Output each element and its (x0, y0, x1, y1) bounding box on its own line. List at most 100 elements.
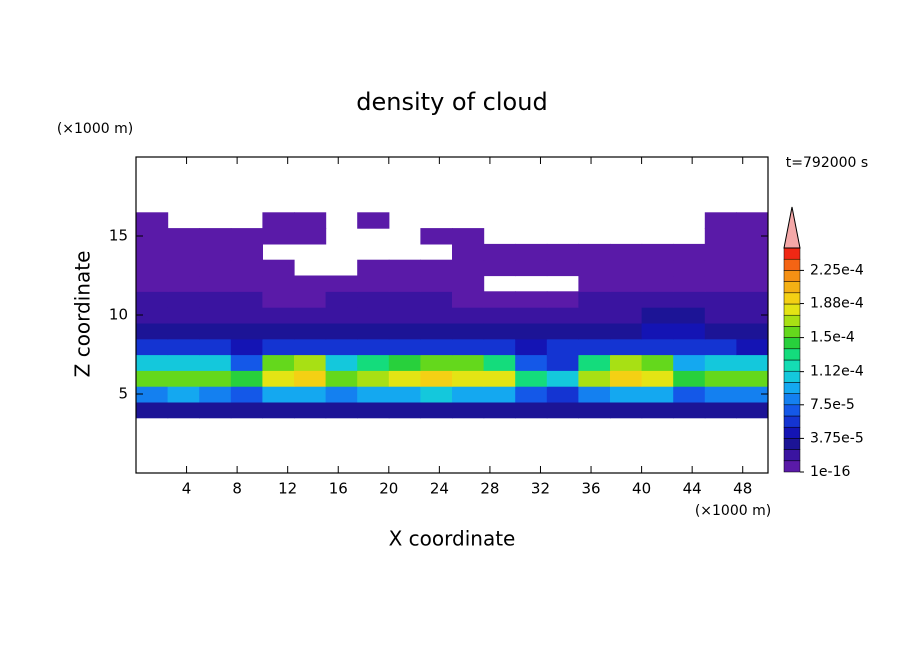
contour-cell (641, 386, 674, 403)
contour-cell (136, 275, 169, 292)
contour-cell (641, 291, 674, 308)
contour-cell (641, 259, 674, 277)
contour-cell (736, 291, 768, 308)
contour-cell (388, 370, 421, 387)
contour-cell (704, 354, 737, 371)
contour-cell (230, 259, 263, 277)
contour-cell (483, 338, 516, 356)
contour-cell (610, 386, 643, 403)
contour-cell (167, 259, 200, 277)
contour-cell (294, 275, 327, 292)
contour-cell (673, 354, 706, 371)
colorbar-tick-label: 1.88e-4 (810, 296, 864, 312)
contour-cell (388, 386, 421, 403)
contour-cell (641, 338, 674, 356)
contour-cell (610, 259, 643, 277)
contour-cell (357, 386, 390, 403)
contour-cell (388, 275, 421, 292)
contour-cell (610, 401, 643, 419)
x-tick-label: 4 (182, 480, 192, 498)
colorbar-band (783, 370, 801, 383)
contour-cell (199, 322, 232, 340)
contour-cell (452, 386, 485, 403)
contour-cell (704, 212, 737, 229)
contour-cell (136, 338, 169, 356)
colorbar-band (783, 460, 801, 473)
y-unit-label: (×1000 m) (57, 121, 133, 137)
contour-cell (136, 401, 169, 419)
contour-cell (230, 338, 263, 356)
contour-cell (736, 386, 768, 403)
contour-cell (704, 307, 737, 324)
contour-cell (673, 338, 706, 356)
contour-cell (230, 275, 263, 292)
contour-cell (546, 370, 579, 387)
contour-cell (546, 322, 579, 340)
contour-cell (230, 322, 263, 340)
contour-cell (610, 307, 643, 324)
contour-cell (515, 386, 548, 403)
contour-cell (136, 370, 169, 387)
colorbar-band (783, 303, 801, 316)
contour-cell (325, 307, 358, 324)
contour-cell (673, 322, 706, 340)
colorbar-band (783, 258, 801, 271)
x-tick-label: 28 (480, 480, 499, 498)
contour-cell (483, 322, 516, 340)
contour-cell (578, 370, 611, 387)
contour-cell (610, 243, 643, 261)
contour-cell (357, 338, 390, 356)
contour-cell (199, 370, 232, 387)
contour-cell (230, 401, 263, 419)
contour-cell (515, 370, 548, 387)
contour-cell (515, 322, 548, 340)
contour-cell (515, 338, 548, 356)
contour-cell (325, 322, 358, 340)
x-tick-label: 20 (379, 480, 398, 498)
colorbar-band (783, 292, 801, 305)
contour-cell (294, 228, 327, 245)
contour-cell (167, 291, 200, 308)
contour-cell (262, 338, 295, 356)
contour-cell (546, 243, 579, 261)
contour-cell (199, 338, 232, 356)
contour-cell (704, 259, 737, 277)
contour-cell (578, 322, 611, 340)
contour-cell (420, 307, 453, 324)
contour-cell (388, 307, 421, 324)
contour-cell (641, 370, 674, 387)
contour-cell (136, 212, 169, 229)
contour-cell (262, 275, 295, 292)
contour-cell (546, 338, 579, 356)
contour-cell (704, 275, 737, 292)
contour-cell (388, 322, 421, 340)
contour-cell (736, 370, 768, 387)
contour-cell (704, 291, 737, 308)
contour-cell (483, 291, 516, 308)
y-axis-label: Z coordinate (71, 251, 95, 378)
contour-cell (136, 243, 169, 261)
contour-cell (452, 307, 485, 324)
contour-cell (641, 322, 674, 340)
x-tick-label: 16 (329, 480, 348, 498)
contour-cell (325, 275, 358, 292)
contour-cell (578, 259, 611, 277)
y-tick-label: 15 (109, 227, 128, 245)
contour-cell (167, 354, 200, 371)
contour-cell (199, 243, 232, 261)
contour-cell (199, 228, 232, 245)
contour-cell (673, 275, 706, 292)
x-tick-label: 44 (683, 480, 702, 498)
contour-cell (483, 354, 516, 371)
contour-cell (641, 354, 674, 371)
contour-cell (262, 322, 295, 340)
contour-cell (325, 370, 358, 387)
contour-cell (515, 259, 548, 277)
contour-cell (452, 354, 485, 371)
contour-cell (199, 259, 232, 277)
contour-cell (610, 370, 643, 387)
contour-cell (325, 386, 358, 403)
contour-cell (673, 370, 706, 387)
